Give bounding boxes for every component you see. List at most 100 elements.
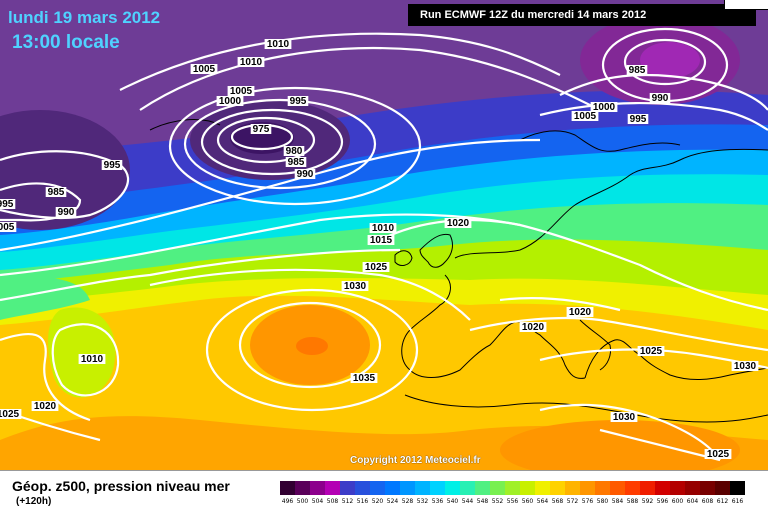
- isobar-label-bg: [369, 223, 397, 233]
- cool-tongue-west: [48, 307, 116, 398]
- legend-value-label: 544: [462, 498, 474, 505]
- legend-swatch: [625, 481, 640, 495]
- isobar-label: 1015: [370, 235, 393, 246]
- legend-swatch: [565, 481, 580, 495]
- legend-value-label: 612: [717, 498, 729, 505]
- isobar-label-bg: [571, 111, 599, 121]
- isobar-label-bg: [45, 187, 67, 197]
- isobar-label-bg: [367, 235, 395, 245]
- legend-value-label: 496: [282, 498, 294, 505]
- legend-value-label: 552: [492, 498, 504, 505]
- isobar-label: 1030: [613, 412, 636, 423]
- isobar-label: 985: [629, 65, 646, 76]
- isobar-label: 990: [297, 169, 314, 180]
- map-parameter-title: Géop. z500, pression niveau mer: [12, 478, 230, 494]
- legend-swatch: [730, 481, 745, 495]
- isobar-label: 1030: [734, 361, 757, 372]
- legend-swatch: [325, 481, 340, 495]
- isobar-label: 980: [286, 146, 303, 157]
- corner-tab: [724, 0, 768, 10]
- isobar-label-bg: [627, 114, 649, 124]
- legend-value-label: 616: [732, 498, 744, 505]
- isobar-label-bg: [264, 39, 292, 49]
- isobar-label-bg: [283, 146, 305, 156]
- forecast-date: lundi 19 mars 2012: [8, 8, 161, 27]
- isobar-label-bg: [704, 449, 732, 459]
- legend-value-label: 568: [552, 498, 564, 505]
- legend-value-label: 608: [702, 498, 714, 505]
- legend-swatch: [550, 481, 565, 495]
- isobar-label-bg: [0, 409, 22, 419]
- isobar-label: 995: [104, 160, 121, 171]
- legend-value-label: 592: [642, 498, 654, 505]
- legend-swatch: [475, 481, 490, 495]
- band-lightblue: [0, 140, 768, 252]
- legend-swatch: [490, 481, 505, 495]
- legend-value-label: 540: [447, 498, 459, 505]
- legend-swatch: [400, 481, 415, 495]
- isobar-label-bg: [519, 322, 547, 332]
- isobar-label: 1010: [81, 354, 104, 365]
- copyright-notice: Copyright 2012 Meteociel.fr: [350, 455, 481, 466]
- isobar-label-bg: [237, 57, 265, 67]
- isobar-label: 995: [0, 199, 14, 210]
- isobar-label: 1030: [344, 281, 367, 292]
- isobar-label: 1005: [193, 64, 216, 75]
- warm-south-east: [500, 420, 740, 470]
- legend-swatch: [370, 481, 385, 495]
- isobar-label-bg: [626, 65, 648, 75]
- isobar-label: 995: [290, 96, 307, 107]
- isobar-label: 1000: [219, 96, 242, 107]
- isobar-label: 1010: [240, 57, 263, 68]
- legend-value-label: 532: [417, 498, 429, 505]
- isobar-label: 985: [48, 187, 65, 198]
- low-core-atlantic: [230, 122, 294, 154]
- legend-swatch: [415, 481, 430, 495]
- legend-swatch: [520, 481, 535, 495]
- color-scale-legend: 496 500 504 508 512 516 520 524 528 532 536 540 544 5…: [280, 481, 745, 505]
- legend-value-label: 584: [612, 498, 624, 505]
- legend-value-label: 528: [402, 498, 414, 505]
- isobar-label-bg: [101, 160, 123, 170]
- isobar-label-bg: [637, 346, 665, 356]
- legend-swatch: [580, 481, 595, 495]
- isobar-label: 985: [288, 157, 305, 168]
- legend-value-label: 508: [327, 498, 339, 505]
- isobar-label-bg: [350, 373, 378, 383]
- isobar-label: 995: [630, 114, 647, 125]
- isobar-label: 005: [0, 222, 15, 233]
- legend-value-label: 604: [687, 498, 699, 505]
- legend-swatch: [295, 481, 310, 495]
- isobar-label-bg: [610, 412, 638, 422]
- legend-value-label: 548: [477, 498, 489, 505]
- isobar-label-bg: [31, 401, 59, 411]
- legend-value-label: 560: [522, 498, 534, 505]
- legend-swatch: [535, 481, 550, 495]
- isobar-label: 1005: [230, 86, 253, 97]
- isobar-label: 1025: [365, 262, 388, 273]
- legend-value-label: 556: [507, 498, 519, 505]
- isobar-label-bg: [78, 354, 106, 364]
- legend-value-label: 564: [537, 498, 549, 505]
- isobar-label-bg: [285, 157, 307, 167]
- isobar-label-bg: [566, 307, 594, 317]
- legend-swatch: [595, 481, 610, 495]
- isobar-label: 975: [253, 124, 270, 135]
- isobar-label-bg: [341, 281, 369, 291]
- isobar-label: 1010: [267, 39, 290, 50]
- isobar-label-bg: [0, 199, 16, 209]
- run-info-banner: Run ECMWF 12Z du mercredi 14 mars 2012: [408, 4, 756, 26]
- isobar-label-bg: [190, 64, 218, 74]
- isobar-label: 1025: [640, 346, 663, 357]
- legend-value-label: 572: [567, 498, 579, 505]
- legend-swatch: [310, 481, 325, 495]
- legend-value-label: 576: [582, 498, 594, 505]
- low-scandinavia-core: [640, 42, 700, 78]
- isobar-label: 990: [58, 207, 75, 218]
- legend-value-label: 596: [657, 498, 669, 505]
- legend-value-label: 512: [342, 498, 354, 505]
- isobar-label-bg: [590, 102, 618, 112]
